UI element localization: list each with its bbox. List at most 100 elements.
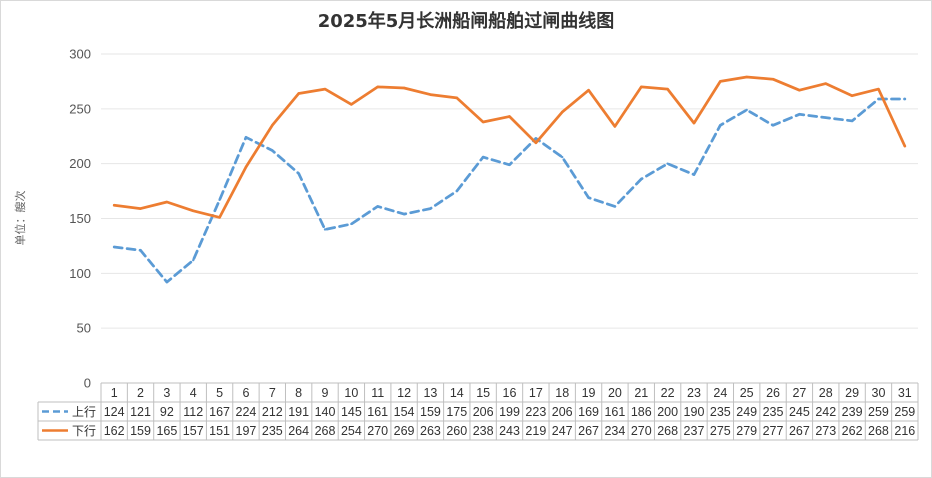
x-tick-label: 25: [740, 386, 754, 400]
data-table: 1 2 3 4 5 6 7 8 9 10 11 12 13 14 15 16 17 18 19 20 21 22 23 24 2…: [37, 382, 919, 441]
table-value: 199: [499, 405, 520, 419]
x-tick-label: 26: [766, 386, 780, 400]
data-point: [613, 205, 617, 208]
table-value: 154: [394, 405, 415, 419]
table-value: 212: [262, 405, 283, 419]
x-tick-label: 17: [529, 386, 543, 400]
table-value: 259: [894, 405, 915, 419]
data-point: [218, 198, 221, 202]
data-point: [798, 88, 801, 92]
data-point: [640, 177, 643, 181]
data-point: [666, 87, 669, 91]
data-point: [587, 196, 590, 199]
x-tick-label: 8: [295, 386, 302, 400]
data-point: [903, 144, 907, 148]
data-point: [508, 163, 511, 166]
x-tick-label: 30: [872, 386, 886, 400]
table-value: 249: [736, 405, 757, 419]
table-value: 237: [684, 424, 705, 438]
table-value: 206: [473, 405, 494, 419]
x-tick-label: 31: [898, 386, 912, 400]
y-tick-label: 300: [69, 47, 91, 62]
x-tick-label: 2: [137, 386, 144, 400]
x-tick-label: 11: [371, 386, 384, 400]
data-point: [508, 115, 511, 118]
table-value: 216: [894, 424, 915, 438]
table-value: 277: [763, 424, 784, 438]
x-tick-label: 22: [661, 386, 675, 400]
x-tick-label: 1: [111, 386, 118, 400]
table-value: 223: [525, 405, 546, 419]
data-point: [824, 116, 827, 119]
data-point: [719, 124, 722, 127]
data-point: [139, 207, 142, 210]
table-value: 268: [868, 424, 889, 438]
data-point: [429, 93, 432, 96]
x-tick-label: 7: [269, 386, 276, 400]
x-tick-label: 3: [163, 386, 170, 400]
x-tick-label: 16: [503, 386, 517, 400]
y-tick-label: 50: [77, 321, 91, 336]
y-axis-label: 单位：艘次: [13, 191, 27, 246]
data-point: [692, 121, 696, 125]
table-value: 264: [288, 424, 309, 438]
table-value: 247: [552, 424, 573, 438]
data-point: [112, 204, 116, 207]
table-value: 235: [763, 405, 784, 419]
table-value: 165: [156, 424, 177, 438]
data-point: [534, 141, 538, 145]
data-point: [692, 173, 696, 176]
table-value: 235: [710, 405, 731, 419]
table-value: 161: [604, 405, 625, 419]
x-tick-label: 20: [608, 386, 622, 400]
data-point: [613, 125, 617, 128]
x-tick-label: 13: [423, 386, 437, 400]
data-point: [534, 137, 538, 140]
table-value: 175: [446, 405, 467, 419]
table-value: 162: [104, 424, 125, 438]
table-value: 140: [315, 405, 336, 419]
table-value: 270: [631, 424, 652, 438]
data-point: [402, 86, 406, 90]
data-point: [719, 80, 722, 83]
y-tick-label: 200: [69, 156, 91, 171]
table-value: 159: [130, 424, 151, 438]
x-tick-label: 18: [555, 386, 569, 400]
data-point: [429, 207, 432, 210]
data-point: [376, 85, 379, 89]
x-tick-label: 15: [476, 386, 490, 400]
x-tick-label: 23: [687, 386, 701, 400]
data-point: [798, 113, 801, 116]
data-point: [850, 119, 854, 123]
legend-label: 下行: [72, 424, 96, 438]
x-tick-label: 21: [634, 386, 648, 400]
data-point: [297, 92, 300, 95]
data-point: [903, 97, 907, 101]
table-value: 254: [341, 424, 362, 438]
data-point: [666, 162, 669, 165]
table-value: 268: [657, 424, 678, 438]
data-point: [561, 110, 564, 114]
data-point: [244, 136, 248, 139]
table-value: 242: [815, 405, 836, 419]
table-value: 263: [420, 424, 441, 438]
table-value: 191: [288, 405, 309, 419]
table-value: 239: [842, 405, 863, 419]
y-tick-label: 150: [69, 211, 91, 226]
table-value: 161: [367, 405, 388, 419]
table-value: 235: [262, 424, 283, 438]
data-point: [139, 249, 142, 252]
data-point: [165, 280, 169, 284]
data-point: [218, 216, 221, 219]
table-value: 157: [183, 424, 204, 438]
y-axis-ticks: 0 50 100 150 200 250 300: [69, 47, 91, 391]
data-point: [877, 87, 880, 91]
table-value: 145: [341, 405, 362, 419]
table-value: 267: [789, 424, 810, 438]
data-point: [192, 209, 195, 213]
x-tick-label: 19: [582, 386, 596, 400]
table-value: 124: [104, 405, 125, 419]
data-point: [587, 88, 590, 92]
table-value: 167: [209, 405, 230, 419]
x-tick-label: 27: [792, 386, 806, 400]
